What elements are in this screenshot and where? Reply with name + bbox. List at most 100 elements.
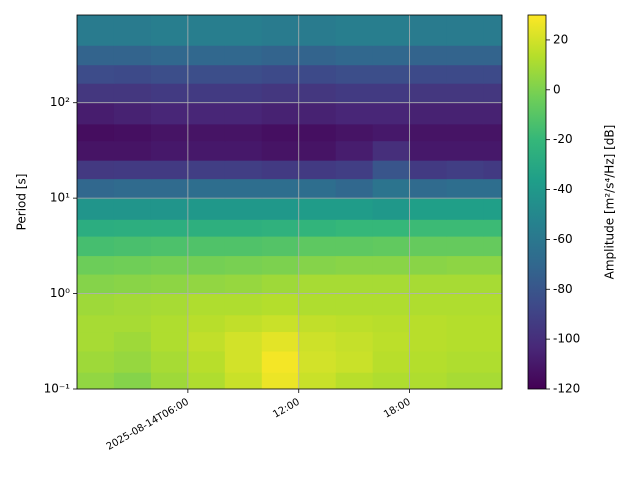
heatmap-cell bbox=[77, 236, 115, 257]
heatmap-cell bbox=[409, 64, 448, 84]
colorbar-tick-label: -60 bbox=[553, 232, 573, 246]
heatmap-cell bbox=[113, 274, 152, 295]
heatmap-cell bbox=[446, 331, 485, 352]
heatmap-cell bbox=[113, 293, 152, 316]
heatmap-cell bbox=[224, 64, 263, 84]
heatmap-cell bbox=[77, 45, 115, 66]
heatmap-cell bbox=[335, 102, 374, 125]
y-tick-label: 10² bbox=[50, 95, 70, 109]
heatmap-cell bbox=[335, 178, 374, 199]
heatmap-cell bbox=[298, 64, 337, 84]
heatmap-cell bbox=[446, 83, 485, 104]
heatmap-cell bbox=[77, 178, 115, 199]
heatmap-cell bbox=[261, 178, 300, 199]
heatmap-cell bbox=[298, 255, 337, 275]
heatmap-cell bbox=[113, 314, 152, 333]
heatmap-cell bbox=[150, 314, 189, 333]
x-tick-label: 12:00 bbox=[271, 397, 301, 421]
heatmap-cell bbox=[150, 236, 189, 257]
heatmap-cell bbox=[335, 83, 374, 104]
heatmap-cell bbox=[77, 198, 115, 220]
heatmap-cell bbox=[224, 123, 263, 142]
heatmap-cell bbox=[298, 351, 337, 373]
heatmap-cell bbox=[224, 331, 263, 352]
y-tick-label: 10⁰ bbox=[50, 286, 70, 300]
heatmap-cell bbox=[150, 331, 189, 352]
heatmap-cell bbox=[372, 255, 411, 275]
y-axis-label: Period [s] bbox=[15, 174, 29, 231]
heatmap-cell bbox=[446, 178, 485, 199]
heatmap-cell bbox=[261, 351, 300, 373]
heatmap-cell bbox=[187, 45, 226, 66]
heatmap-cell bbox=[372, 274, 411, 295]
heatmap-cell bbox=[483, 293, 503, 316]
heatmap-cell bbox=[409, 83, 448, 104]
heatmap-cell bbox=[335, 198, 374, 220]
heatmap-cell bbox=[483, 64, 503, 84]
heatmap-cell bbox=[187, 140, 226, 161]
heatmap-cell bbox=[261, 198, 300, 220]
heatmap-cell bbox=[335, 331, 374, 352]
heatmap-cell bbox=[187, 351, 226, 373]
heatmap-cell bbox=[113, 123, 152, 142]
heatmap-cell bbox=[187, 331, 226, 352]
heatmap-cell bbox=[298, 102, 337, 125]
heatmap-cell bbox=[224, 198, 263, 220]
heatmap-cell bbox=[372, 178, 411, 199]
heatmap-cell bbox=[298, 314, 337, 333]
heatmap-cell bbox=[483, 198, 503, 220]
heatmap-cell bbox=[372, 102, 411, 125]
heatmap-cell bbox=[409, 372, 448, 390]
heatmap-cell bbox=[261, 64, 300, 84]
heatmap-cell bbox=[261, 219, 300, 237]
heatmap-cell bbox=[372, 160, 411, 180]
heatmap-cell bbox=[298, 15, 337, 46]
heatmap-cell bbox=[372, 198, 411, 220]
colorbar-tick-label: -120 bbox=[553, 382, 580, 396]
heatmap-cell bbox=[77, 83, 115, 104]
heatmap-cell bbox=[187, 372, 226, 390]
heatmap-cell bbox=[261, 274, 300, 295]
heatmap-cell bbox=[483, 15, 503, 46]
heatmap-cell bbox=[261, 15, 300, 46]
heatmap-cell bbox=[113, 198, 152, 220]
x-tick-label: 2025-08-14T06:00 bbox=[105, 397, 191, 453]
heatmap-cell bbox=[113, 83, 152, 104]
heatmap-cell bbox=[483, 102, 503, 125]
heatmap-cell bbox=[77, 372, 115, 390]
heatmap-cell bbox=[261, 331, 300, 352]
heatmap-cell bbox=[150, 102, 189, 125]
heatmap-cell bbox=[77, 140, 115, 161]
heatmap-cell bbox=[372, 15, 411, 46]
heatmap-cell bbox=[483, 160, 503, 180]
heatmap-cell bbox=[77, 15, 115, 46]
colorbar-tick-label: 20 bbox=[553, 32, 568, 46]
heatmap-cell bbox=[113, 372, 152, 390]
heatmap-cell bbox=[446, 219, 485, 237]
heatmap-cell bbox=[224, 236, 263, 257]
heatmap-cell bbox=[150, 255, 189, 275]
heatmap-cell bbox=[372, 236, 411, 257]
heatmap-cell bbox=[298, 160, 337, 180]
heatmap-cell bbox=[335, 64, 374, 84]
heatmap-cell bbox=[409, 102, 448, 125]
heatmap-cell bbox=[409, 351, 448, 373]
heatmap-cell bbox=[409, 314, 448, 333]
heatmap-cell bbox=[187, 314, 226, 333]
heatmap-cell bbox=[483, 372, 503, 390]
heatmap-cell bbox=[113, 64, 152, 84]
heatmap-cell bbox=[483, 255, 503, 275]
heatmap-cell bbox=[298, 45, 337, 66]
heatmap-cell bbox=[150, 123, 189, 142]
heatmap-cell bbox=[298, 274, 337, 295]
heatmap-cell bbox=[113, 331, 152, 352]
heatmap-cell bbox=[335, 274, 374, 295]
heatmap-cell bbox=[261, 83, 300, 104]
heatmap-cell bbox=[483, 274, 503, 295]
heatmap-cell bbox=[335, 45, 374, 66]
heatmap-cell bbox=[77, 255, 115, 275]
heatmap-cell bbox=[224, 83, 263, 104]
heatmap-cell bbox=[409, 198, 448, 220]
heatmap-cell bbox=[483, 123, 503, 142]
heatmap-cell bbox=[335, 351, 374, 373]
